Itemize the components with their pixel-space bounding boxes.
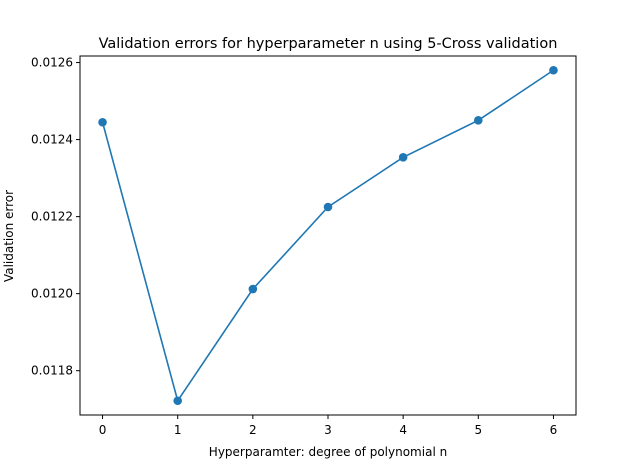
x-tick-label: 3 [324, 423, 332, 437]
data-point [173, 396, 182, 406]
x-tick-label: 5 [474, 423, 482, 437]
data-point [474, 116, 483, 125]
data-point [248, 284, 258, 294]
data-point [323, 202, 333, 212]
x-axis-label: Hyperparamter: degree of polynomial n [209, 445, 447, 459]
data-point [98, 117, 107, 127]
y-axis-label: Validation error [2, 190, 16, 282]
chart-title: Validation errors for hyperparameter n u… [99, 36, 558, 52]
data-point [549, 65, 558, 75]
y-axis: 0.0118 0.0120 0.0122 0.0124 0.0126 [31, 56, 80, 378]
series-line [101, 69, 554, 403]
x-tick-label: 4 [399, 423, 407, 437]
y-tick-label: 0.0122 [31, 210, 73, 224]
x-axis: 0 1 2 3 4 5 6 [99, 415, 558, 437]
x-tick-label: 0 [99, 423, 107, 437]
plot-area [98, 65, 558, 406]
x-tick-label: 2 [249, 423, 257, 437]
y-tick-label: 0.0120 [31, 287, 73, 301]
x-tick-label: 1 [174, 423, 182, 437]
y-tick-label: 0.0126 [31, 56, 73, 70]
x-tick-label: 6 [550, 423, 558, 437]
data-point [398, 153, 408, 162]
y-tick-label: 0.0124 [31, 133, 73, 147]
axes-frame [79, 55, 577, 416]
y-tick-label: 0.0118 [31, 364, 73, 378]
